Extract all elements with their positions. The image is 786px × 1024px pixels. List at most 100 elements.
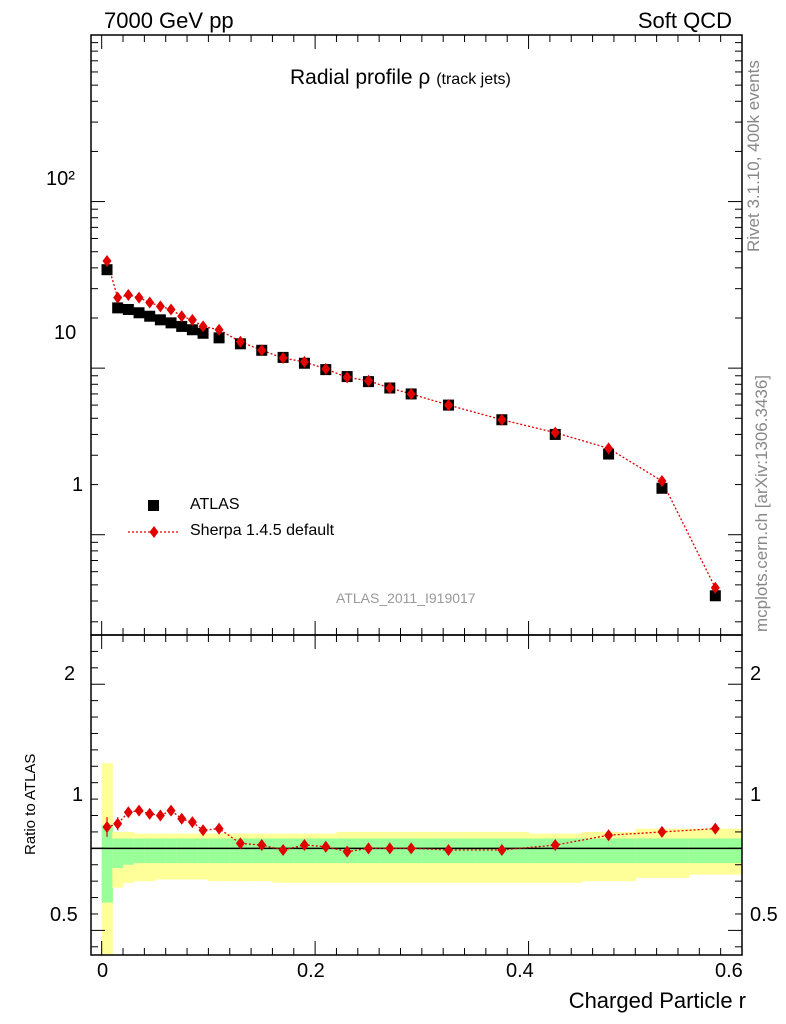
atlas-point	[709, 590, 721, 602]
atlas-point	[122, 303, 134, 315]
stat-band-bin	[144, 838, 156, 864]
atlas-point	[112, 302, 124, 314]
atlas-point	[656, 482, 668, 494]
ratio-sherpa-point	[604, 829, 614, 842]
atlas-point	[213, 332, 225, 344]
sherpa-point	[257, 344, 267, 357]
sherpa-point	[278, 352, 288, 365]
x-axis-label: Charged Particle r	[568, 988, 746, 1013]
ratio-y-tick-label-0.5: 0.5	[50, 904, 78, 926]
ratio-sherpa-point	[321, 840, 331, 853]
stat-band-bin	[581, 838, 636, 864]
x-tick-label-0.6: 0.6	[715, 960, 743, 982]
sherpa-point	[155, 300, 165, 313]
sherpa-point	[604, 442, 614, 455]
stat-band-bin	[635, 838, 690, 864]
ratio-sherpa-point	[145, 807, 155, 820]
stat-band-bin	[251, 838, 273, 864]
sherpa-point	[214, 323, 224, 336]
sherpa-point	[406, 387, 416, 400]
plot-title-sub: (track jets)	[436, 71, 511, 88]
ratio-sherpa-point	[113, 817, 123, 830]
y-tick-label-1: 1	[72, 474, 84, 496]
y-tick-label-100: 10²	[46, 168, 75, 190]
atlas-point	[101, 264, 113, 276]
ratio-y-tick-label-right-0.5: 0.5	[750, 904, 778, 926]
stat-band-bin	[187, 838, 199, 864]
atlas-point	[197, 327, 209, 339]
ratio-sherpa-point	[497, 843, 507, 856]
ratio-sherpa-point	[444, 843, 454, 856]
sherpa-point	[342, 371, 352, 384]
sherpa-point	[177, 310, 187, 323]
sherpa-point	[444, 399, 454, 412]
sherpa-point	[145, 296, 155, 309]
ratio-sherpa-point	[166, 804, 176, 817]
legend-label-sherpa: Sherpa 1.4.5 default	[190, 522, 335, 539]
ratio-panel-frame	[90, 634, 743, 956]
ratio-y-tick-label-right-1: 1	[750, 784, 762, 806]
y-tick-label-10: 10	[54, 322, 77, 344]
ratio-sherpa-point	[214, 822, 224, 835]
ratio-uncertainty-bands	[91, 763, 743, 955]
stat-band-bin	[208, 838, 231, 864]
sherpa-point	[187, 313, 197, 326]
stat-band-bin	[123, 838, 135, 865]
ratio-sherpa-point	[363, 842, 373, 855]
beam-energy-label: 7000 GeV pp	[104, 8, 234, 33]
ratio-sherpa-point	[235, 837, 245, 850]
rivet-version-label: Rivet 3.1.10, 400k events	[744, 60, 763, 252]
ratio-series-layer	[102, 804, 720, 858]
sherpa-point	[550, 426, 560, 439]
atlas-point	[165, 317, 177, 329]
plot-title: Radial profile ρ (track jets)	[290, 66, 511, 90]
stat-band-bin	[688, 838, 743, 864]
ratio-y-axis-label: Ratio to ATLAS	[22, 753, 39, 855]
stat-band-bin	[101, 825, 113, 903]
ratio-sherpa-point	[187, 816, 197, 829]
stat-band-bin	[176, 838, 188, 864]
ratio-sherpa-point	[385, 842, 395, 855]
atlas-point	[186, 324, 198, 336]
x-tick-label-0.2: 0.2	[297, 960, 325, 982]
sherpa-point	[299, 355, 309, 368]
x-tick-label-0: 0	[97, 960, 109, 982]
stat-band-bin	[293, 838, 316, 864]
sherpa-point	[363, 374, 373, 387]
ratio-y-tick-label-right-2: 2	[750, 663, 762, 685]
mcplots-source-label: mcplots.cern.ch [arXiv:1306.3436]	[752, 374, 771, 632]
legend-label-atlas: ATLAS	[190, 496, 240, 513]
ratio-sherpa-point	[123, 806, 133, 819]
ratio-y-tick-label-2: 2	[64, 663, 76, 685]
ratio-y-tick-label-1: 1	[72, 784, 84, 806]
sherpa-point	[657, 475, 667, 488]
ratio-sherpa-point	[134, 804, 144, 817]
sherpa-point	[235, 335, 245, 348]
analysis-label: ATLAS_2011_I919017	[336, 590, 476, 606]
ratio-sherpa-point	[550, 839, 560, 852]
ratio-axis-ticks	[91, 635, 743, 955]
ratio-sherpa-point	[406, 842, 416, 855]
ratio-sherpa-point	[710, 822, 720, 835]
sherpa-point	[710, 581, 720, 594]
ratio-sherpa-point	[257, 839, 267, 852]
legend-marker-atlas	[148, 500, 159, 511]
ratio-sherpa-point	[342, 845, 352, 858]
atlas-point	[154, 314, 166, 326]
ratio-sherpa-point	[299, 839, 309, 852]
process-label: Soft QCD	[637, 8, 732, 33]
legend-markers	[128, 500, 180, 538]
sherpa-point	[134, 291, 144, 304]
ratio-sherpa-point	[657, 825, 667, 838]
sherpa-point	[113, 291, 123, 304]
sherpa-point	[166, 303, 176, 316]
main-axis-ticks	[91, 35, 743, 635]
sherpa-point	[198, 320, 208, 333]
ratio-sherpa-point	[155, 809, 165, 822]
stat-band-bin	[197, 838, 209, 864]
stat-band-bin	[165, 838, 177, 864]
sherpa-point	[102, 254, 112, 267]
stat-band-bin	[229, 838, 252, 864]
ratio-sherpa-point	[278, 843, 288, 856]
